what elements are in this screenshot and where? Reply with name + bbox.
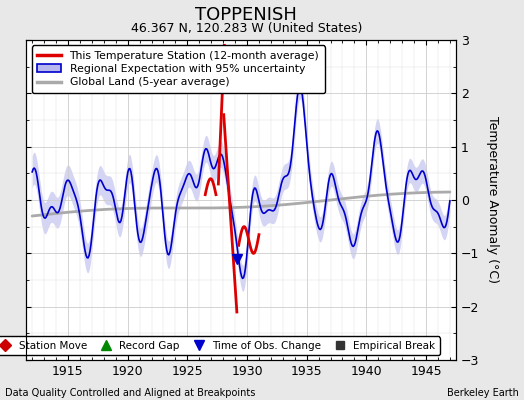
Y-axis label: Temperature Anomaly (°C): Temperature Anomaly (°C) [486,116,498,284]
Text: Berkeley Earth: Berkeley Earth [447,388,519,398]
Text: Data Quality Controlled and Aligned at Breakpoints: Data Quality Controlled and Aligned at B… [5,388,256,398]
Text: TOPPENISH: TOPPENISH [195,6,297,24]
Text: 46.367 N, 120.283 W (United States): 46.367 N, 120.283 W (United States) [130,22,362,35]
Legend: Station Move, Record Gap, Time of Obs. Change, Empirical Break: Station Move, Record Gap, Time of Obs. C… [0,336,440,355]
